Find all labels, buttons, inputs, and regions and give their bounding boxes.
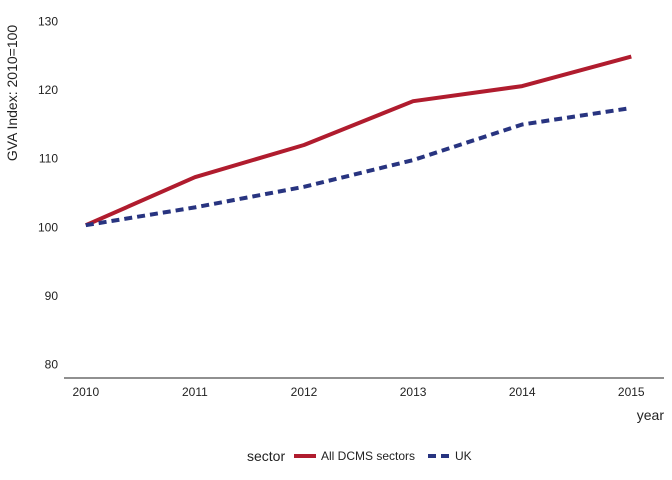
series-line-all-dcms-sectors — [84, 54, 632, 228]
y-axis-ticks: 80 90 100 110 120 130 — [38, 15, 58, 372]
x-tick-label: 2010 — [72, 385, 99, 399]
series-lines — [84, 54, 632, 228]
y-tick-label: 80 — [45, 357, 59, 371]
x-axis-ticks: 2010 2011 2012 2013 2014 2015 — [72, 385, 644, 399]
legend-title: sector — [247, 448, 285, 464]
x-tick-label: 2015 — [618, 385, 645, 399]
y-axis-title: GVA Index: 2010=100 — [4, 25, 20, 162]
legend: sector All DCMS sectors UK — [247, 448, 472, 464]
x-tick-label: 2013 — [400, 385, 427, 399]
y-tick-label: 100 — [38, 220, 58, 234]
legend-items: All DCMS sectors UK — [294, 449, 472, 463]
legend-label: All DCMS sectors — [321, 449, 415, 463]
x-tick-label: 2011 — [182, 385, 208, 399]
x-axis-title: year — [637, 407, 665, 423]
x-tick-label: 2014 — [509, 385, 536, 399]
y-tick-label: 120 — [38, 83, 58, 97]
y-tick-label: 90 — [45, 289, 59, 303]
y-tick-label: 130 — [38, 15, 58, 29]
y-tick-label: 110 — [39, 152, 58, 166]
legend-label: UK — [455, 449, 472, 463]
series-line-uk — [85, 106, 632, 228]
x-tick-label: 2012 — [291, 385, 318, 399]
